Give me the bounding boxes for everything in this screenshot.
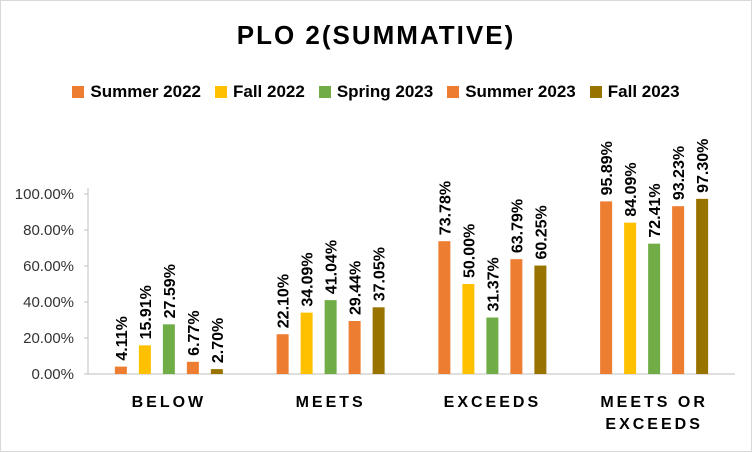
bar (462, 284, 475, 374)
chart-title: PLO 2(SUMMATIVE) (236, 20, 516, 50)
data-label: 60.25% (533, 205, 550, 259)
y-tick-label: 60.00% (23, 258, 74, 275)
data-label: 63.79% (509, 199, 526, 253)
x-category-label-line: MEETS OR (600, 394, 708, 411)
bar (438, 241, 451, 374)
data-label: 29.44% (348, 261, 365, 315)
data-label: 73.78% (437, 181, 454, 235)
data-label: 27.59% (162, 264, 179, 318)
bar (324, 300, 337, 374)
legend-item-summer-2022: Summer 2022 (72, 82, 201, 102)
legend-swatch (72, 86, 85, 98)
data-label: 22.10% (276, 274, 293, 328)
x-category-label-line: EXCEEDS (444, 394, 541, 411)
y-tick-label: 80.00% (23, 222, 74, 239)
legend-swatch (447, 86, 460, 98)
x-category-label: MEETS OR EXCEEDS (600, 394, 708, 433)
data-label: 4.11% (114, 316, 131, 360)
x-category-label-line: EXCEEDS (605, 416, 702, 433)
data-label: 97.30% (695, 139, 712, 193)
bar (696, 198, 709, 374)
bar (114, 366, 127, 374)
x-category-label-line: BELOW (132, 394, 207, 411)
bar (648, 243, 661, 374)
data-label: 50.00% (461, 224, 478, 278)
y-tick-label: 0.00% (31, 366, 74, 383)
y-tick-label: 20.00% (23, 330, 74, 347)
chart-legend: Summer 2022 Fall 2022 Spring 2023 Summer… (0, 80, 752, 104)
data-label: 34.09% (300, 252, 317, 306)
legend-item-spring-2023: Spring 2023 (318, 82, 434, 102)
legend-swatch (318, 86, 331, 98)
bar (138, 345, 151, 374)
bar (276, 334, 289, 374)
y-tick-label: 40.00% (23, 294, 74, 311)
data-label: 6.77% (186, 310, 203, 355)
x-category-label: MEETS (296, 394, 366, 411)
bar (162, 324, 175, 374)
data-label: 95.89% (599, 141, 616, 195)
bar (510, 259, 523, 374)
legend-swatch (589, 86, 602, 98)
x-category-label: EXCEEDS (444, 394, 541, 411)
data-label: 31.37% (485, 257, 502, 311)
legend-label: Fall 2023 (607, 82, 680, 101)
x-category-label-line: MEETS (296, 394, 366, 411)
legend-label: Summer 2023 (465, 82, 576, 101)
data-label: 72.41% (647, 183, 664, 237)
legend-label: Summer 2022 (90, 82, 201, 101)
legend-swatch (214, 86, 227, 98)
data-label: 41.04% (324, 240, 341, 294)
bar (624, 222, 637, 374)
data-label: 84.09% (623, 162, 640, 216)
data-label: 93.23% (671, 146, 688, 200)
bar (372, 307, 385, 374)
bar (300, 312, 313, 374)
data-label: 37.05% (372, 247, 389, 301)
y-tick-label: 100.00% (15, 186, 74, 203)
x-category-label: BELOW (132, 394, 207, 411)
bar (186, 361, 199, 374)
bar (210, 369, 223, 374)
data-label: 15.91% (138, 285, 155, 339)
bar (486, 317, 499, 374)
legend-item-fall-2022: Fall 2022 (214, 82, 305, 102)
bar (672, 206, 685, 374)
data-label: 2.70% (210, 318, 227, 363)
legend-item-summer-2023: Summer 2023 (447, 82, 576, 102)
bar (600, 201, 613, 374)
bar (534, 265, 547, 374)
legend-label: Spring 2023 (336, 82, 434, 101)
legend-item-fall-2023: Fall 2023 (589, 82, 680, 102)
legend-label: Fall 2022 (232, 82, 305, 101)
bar (348, 321, 361, 374)
